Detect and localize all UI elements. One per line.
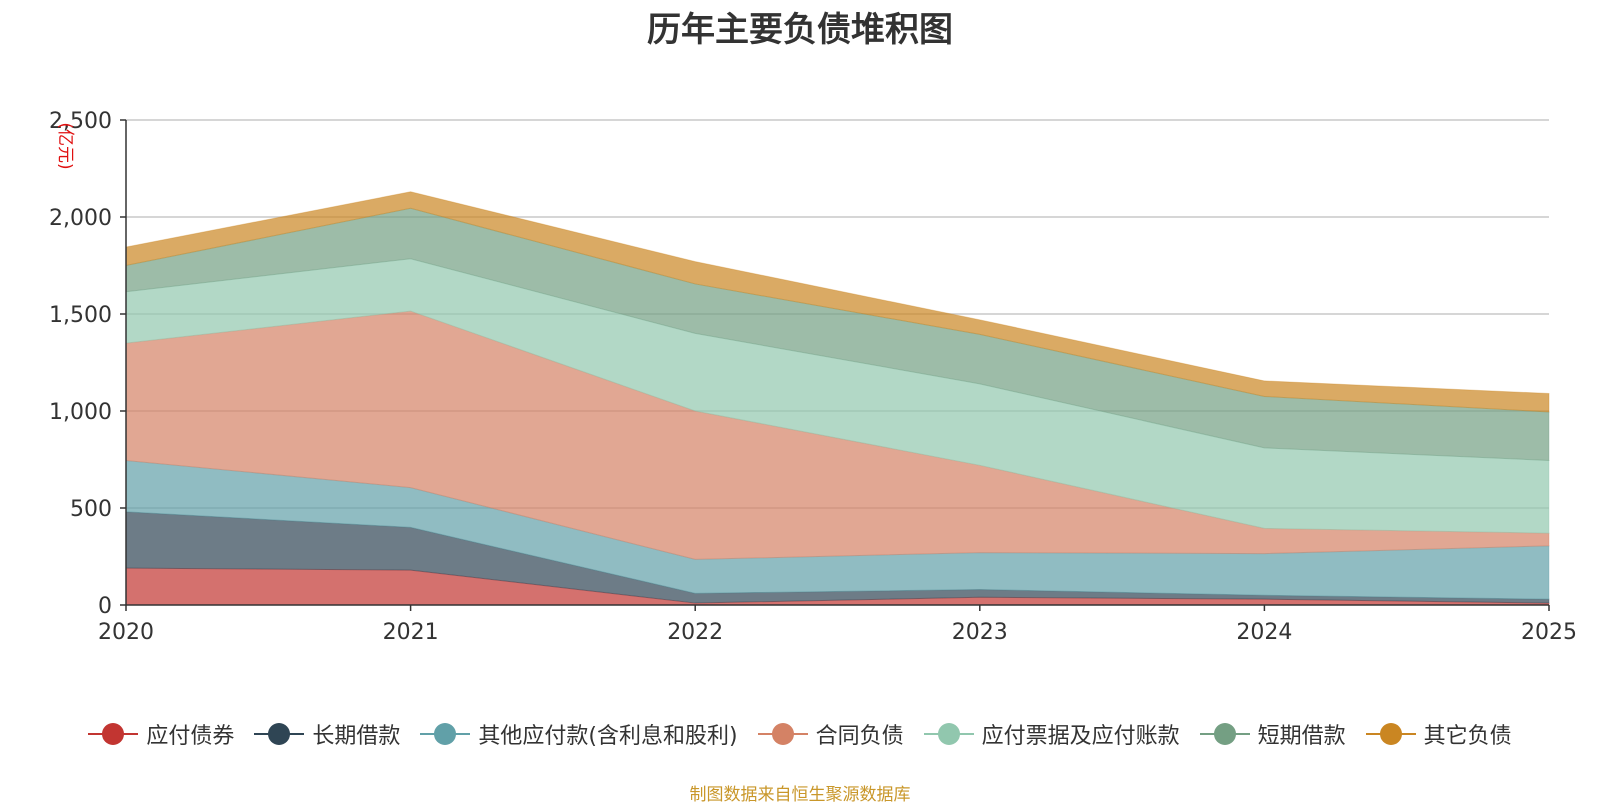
tick-labels: 0 500 1,000 1,500 2,000 2,500 2020 2021 2022 2023… — [49, 109, 1577, 645]
source-note: 制图数据来自恒生聚源数据库 — [689, 785, 911, 805]
y-tick-label: 1,500 — [49, 303, 112, 328]
legend-marker-icon — [254, 723, 305, 745]
chart-title: 历年主要负债堆积图 — [647, 10, 953, 50]
legend-item[interactable]: 其它负债 — [1365, 718, 1512, 750]
axes — [125, 120, 1549, 606]
legend-item[interactable]: 应付票据及应付账款 — [923, 718, 1180, 750]
legend-label: 应付债券 — [146, 724, 235, 749]
legend-item[interactable]: 应付债券 — [88, 718, 234, 750]
legend-label: 短期借款 — [1257, 724, 1346, 749]
y-tick-label: 500 — [70, 497, 112, 522]
legend-marker-icon — [1199, 723, 1250, 745]
legend-marker-icon — [420, 723, 471, 745]
y-axis-unit-label: (亿元) — [55, 122, 75, 169]
legend: 应付债券 长期借款 其他应付款(含利息和股利) 合同负债 应付票据及应付账款 短期借款 其它… — [0, 718, 1600, 750]
y-tick-label: 1,000 — [49, 400, 112, 425]
x-tick-label: 2025 — [1521, 620, 1577, 645]
legend-item[interactable]: 长期借款 — [254, 718, 400, 750]
legend-item[interactable]: 合同负债 — [757, 718, 904, 750]
legend-label: 应付票据及应付账款 — [981, 724, 1180, 749]
y-tick-label: 2,500 — [49, 109, 112, 134]
legend-marker-icon — [1365, 723, 1416, 745]
area-series — [125, 191, 1550, 606]
legend-item[interactable]: 其他应付款(含利息和股利) — [420, 718, 738, 750]
legend-marker-icon — [88, 723, 139, 745]
y-tick-label: 0 — [98, 594, 112, 619]
y-tick-label: 2,000 — [49, 206, 112, 231]
x-tick-label: 2020 — [98, 620, 154, 645]
x-tick-label: 2022 — [667, 620, 723, 645]
x-tick-label: 2021 — [383, 620, 439, 645]
legend-label: 其他应付款(含利息和股利) — [478, 724, 738, 749]
legend-marker-icon — [923, 723, 974, 745]
legend-label: 其它负债 — [1423, 724, 1512, 749]
area-series-其它负债[interactable] — [125, 191, 1550, 413]
legend-label: 合同负债 — [815, 724, 904, 749]
x-tick-label: 2023 — [952, 620, 1008, 645]
x-tick-label: 2024 — [1236, 620, 1292, 645]
legend-item[interactable]: 短期借款 — [1199, 718, 1346, 750]
legend-marker-icon — [757, 723, 808, 745]
legend-label: 长期借款 — [312, 724, 401, 749]
